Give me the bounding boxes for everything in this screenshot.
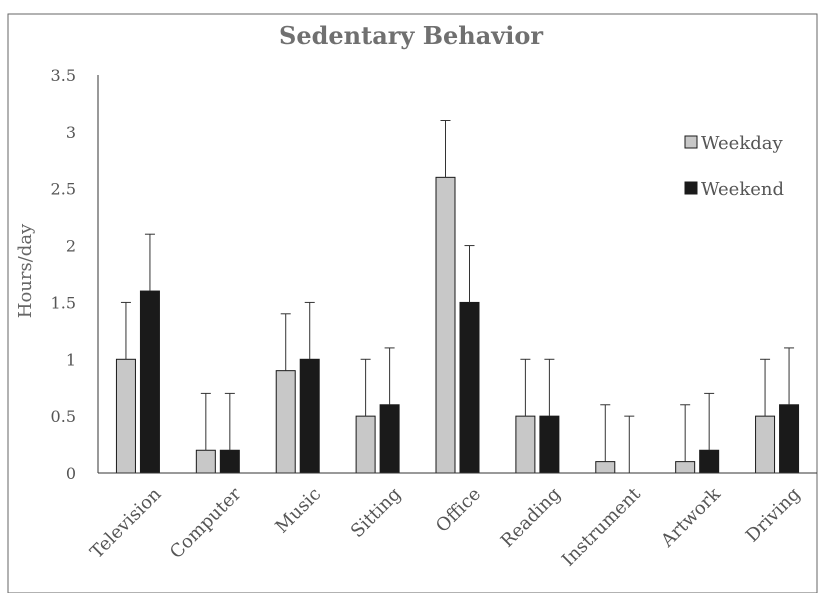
y-tick-label: 2.5 (51, 180, 76, 199)
y-tick-label: 1 (66, 350, 76, 369)
bar-weekend-computer (219, 449, 240, 474)
y-tick-label: 0.5 (51, 407, 76, 426)
legend: Weekday Weekend (684, 133, 784, 200)
bar-weekday-reading (515, 415, 536, 474)
bar-weekend-office (459, 301, 480, 474)
bar-weekend-music (299, 358, 320, 474)
y-axis-title: Hours/day (15, 223, 36, 318)
bar-weekday-television (115, 358, 136, 474)
bar-weekday-sitting (355, 415, 376, 474)
legend-swatch-weekend (684, 181, 698, 195)
bar-weekday-artwork (675, 461, 696, 474)
chart-title: Sedentary Behavior (279, 21, 543, 50)
legend-label-weekday: Weekday (701, 133, 783, 154)
bar-weekend-artwork (699, 449, 720, 474)
bar-weekend-driving (779, 404, 800, 474)
bar-weekday-music (275, 370, 296, 474)
y-tick-label: 0 (66, 464, 76, 483)
bar-weekend-reading (539, 415, 560, 474)
bar-weekday-instrument (595, 461, 616, 474)
y-tick-label: 2 (66, 237, 76, 256)
bar-weekend-television (139, 290, 160, 474)
y-tick-label: 1.5 (51, 293, 76, 312)
y-axis-ticks: 0 0.5 1 1.5 2 2.5 3 3.5 (51, 66, 76, 483)
bar-weekday-computer (195, 449, 216, 474)
bar-weekday-driving (755, 415, 776, 474)
legend-swatch-weekday (684, 135, 698, 149)
y-tick-label: 3 (66, 123, 76, 142)
error-bars-group (120, 119, 795, 473)
y-tick-label: 3.5 (51, 66, 76, 85)
bar-weekday-office (435, 176, 456, 474)
bar-weekend-sitting (379, 404, 400, 474)
legend-label-weekend: Weekend (701, 179, 784, 200)
